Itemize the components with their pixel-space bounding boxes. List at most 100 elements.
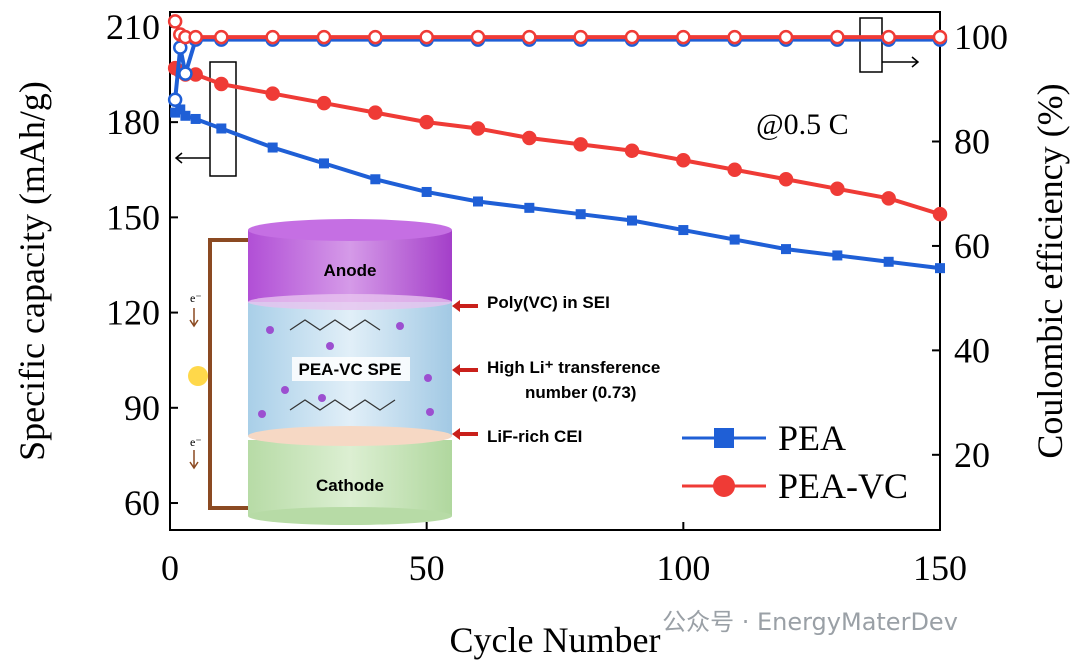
cei-layer — [248, 426, 452, 446]
polymer-chain — [289, 319, 396, 411]
series-line — [173, 20, 940, 40]
cathode-label: Cathode — [316, 476, 384, 495]
point — [778, 172, 794, 187]
point — [575, 209, 586, 220]
electrolyte-label: PEA-VC SPE — [299, 360, 402, 379]
sei-label: Poly(VC) in SEI — [487, 293, 610, 312]
point — [522, 29, 537, 45]
y-tick-label: 60 — [124, 483, 160, 523]
y-tick-label: 120 — [106, 293, 160, 333]
inset-diagram: Anode Cathode PEA-VC SPE Poly(VC) in SEI… — [188, 219, 660, 525]
point — [729, 234, 740, 245]
x-tick-label: 100 — [656, 548, 710, 588]
cathode-base — [248, 507, 452, 525]
point — [524, 202, 535, 213]
y2-tick-label: 60 — [954, 226, 990, 266]
series-line — [173, 37, 940, 100]
point — [178, 66, 193, 81]
anode-top — [248, 219, 452, 241]
transference-label: High Li⁺ transference — [487, 358, 660, 377]
annotation: @0.5 C — [756, 108, 849, 141]
point — [522, 130, 537, 146]
point — [214, 29, 229, 45]
point — [188, 29, 203, 45]
bulb — [188, 366, 208, 386]
point — [881, 191, 896, 206]
point — [316, 95, 332, 111]
y-tick-label: 150 — [106, 197, 160, 237]
y2-axis-title: Coulombic efficiency (%) — [1030, 83, 1070, 458]
point — [935, 263, 945, 274]
electron-arrows — [189, 308, 199, 470]
point — [421, 186, 432, 197]
point — [573, 137, 588, 152]
point — [832, 250, 843, 261]
li-ions — [258, 322, 434, 418]
pointer-arrows — [452, 300, 478, 440]
y2-tick-label: 80 — [954, 122, 990, 162]
point — [883, 256, 894, 267]
point — [830, 181, 845, 197]
point — [370, 174, 381, 185]
legend-marker — [713, 475, 735, 497]
point — [830, 29, 845, 45]
electron-label: e⁻ — [190, 291, 202, 305]
y2-tick-label: 100 — [954, 17, 1008, 57]
point — [881, 29, 896, 45]
point — [267, 142, 278, 153]
point — [678, 225, 689, 236]
point — [214, 76, 229, 92]
point — [573, 29, 588, 45]
point — [368, 105, 383, 120]
anode-label: Anode — [324, 261, 377, 280]
point — [676, 29, 691, 45]
point — [470, 121, 486, 136]
watermark: 公众号 · EnergyMaterDev — [662, 608, 958, 636]
point — [727, 162, 742, 177]
point — [676, 152, 691, 168]
point — [167, 92, 183, 107]
series-line — [174, 66, 941, 217]
point — [175, 104, 186, 115]
y-tick-label: 90 — [124, 388, 160, 428]
point — [419, 114, 434, 130]
y-tick-label: 180 — [106, 102, 160, 142]
point — [624, 143, 640, 158]
anode — [248, 230, 452, 302]
label-box — [292, 357, 410, 381]
point — [624, 29, 640, 45]
legend-marker — [714, 428, 734, 448]
point — [167, 14, 183, 29]
point — [932, 206, 948, 222]
transference-label: number (0.73) — [525, 383, 636, 402]
legend-label: PEA-VC — [778, 466, 908, 506]
point — [470, 29, 486, 45]
x-axis-title: Cycle Number — [450, 620, 661, 660]
point — [727, 29, 742, 45]
x-tick-label: 50 — [409, 548, 445, 588]
sei-layer — [248, 294, 452, 310]
legend-label: PEA — [778, 418, 846, 458]
x-tick-label: 150 — [913, 548, 967, 588]
point — [265, 86, 280, 101]
y2-tick-label: 20 — [954, 435, 990, 475]
point — [265, 29, 280, 45]
cei-label: LiF-rich CEI — [487, 427, 582, 446]
electron-label: e⁻ — [190, 435, 202, 449]
cathode — [248, 440, 452, 516]
point — [932, 29, 948, 45]
point — [473, 196, 483, 207]
y-tick-label: 210 — [106, 7, 160, 47]
point — [316, 29, 332, 45]
point — [216, 123, 227, 134]
y2-tick-label: 40 — [954, 330, 990, 370]
point — [319, 158, 329, 169]
point — [368, 29, 383, 45]
point — [190, 113, 201, 124]
point — [778, 29, 794, 45]
point — [781, 244, 791, 255]
y-axis-title: Specific capacity (mAh/g) — [12, 81, 52, 461]
wire — [208, 238, 248, 510]
point — [419, 29, 434, 45]
